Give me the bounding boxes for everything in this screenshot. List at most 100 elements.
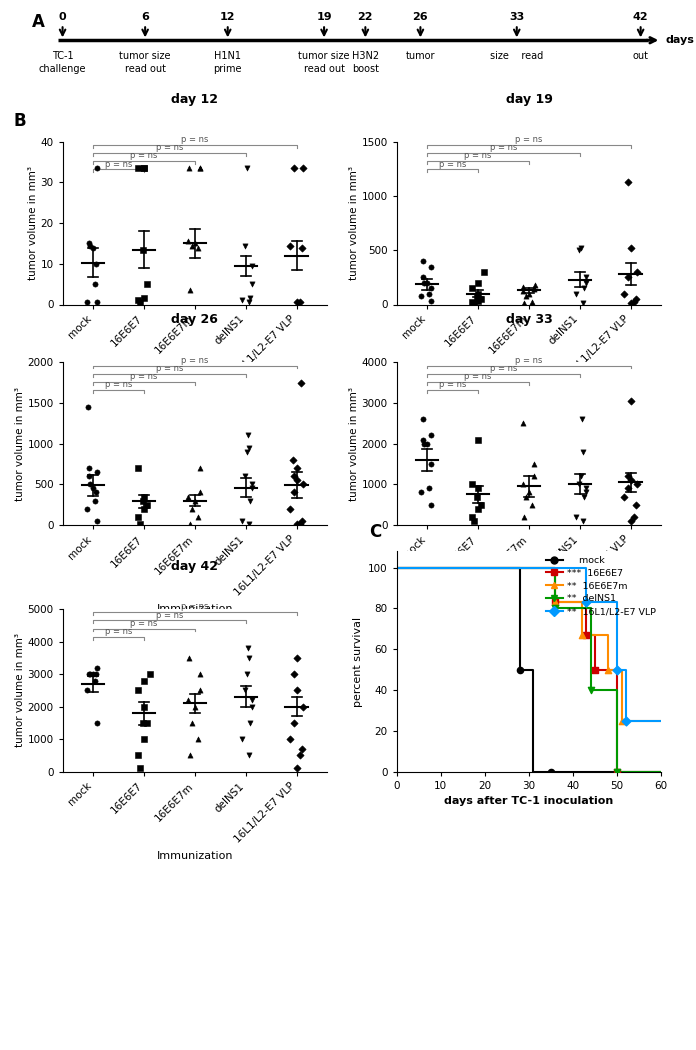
Point	[132, 292, 143, 309]
Text: p = ns: p = ns	[515, 356, 543, 364]
Point	[139, 488, 150, 505]
Point	[468, 295, 480, 312]
Text: p = ns: p = ns	[105, 380, 132, 390]
Point	[244, 294, 255, 311]
Text: H3N2
boost: H3N2 boost	[351, 51, 379, 74]
Y-axis label: tumor volume in mm³: tumor volume in mm³	[349, 386, 359, 501]
Point	[289, 484, 300, 501]
Point	[246, 257, 258, 274]
Point	[529, 467, 540, 484]
Point	[296, 512, 307, 529]
Point	[297, 160, 308, 176]
Point	[193, 508, 204, 525]
Point	[612, 662, 623, 678]
Point	[546, 763, 557, 780]
Point	[190, 492, 201, 509]
Point	[297, 476, 308, 492]
Point	[623, 269, 634, 286]
Point	[291, 682, 302, 699]
Point	[91, 512, 102, 529]
Text: p = ns: p = ns	[515, 135, 543, 144]
Point	[580, 274, 592, 291]
Point	[138, 501, 149, 518]
Point	[475, 291, 487, 308]
Point	[473, 480, 484, 497]
Text: p = ns: p = ns	[156, 610, 183, 620]
Point	[585, 681, 596, 698]
Point	[571, 286, 582, 302]
Point	[285, 731, 296, 748]
Text: TC-1
challenge: TC-1 challenge	[39, 51, 86, 74]
Point	[578, 295, 589, 312]
Point	[242, 666, 253, 683]
Point	[471, 288, 482, 304]
Point	[84, 666, 95, 683]
Point	[580, 594, 592, 611]
Legend:     mock, ***  16E6E7, **  16E6E7m, **  delNS1, **  16L1/L2-E7 VLP: mock, *** 16E6E7, ** 16E6E7m, ** delNS1,…	[546, 555, 656, 616]
Point	[631, 264, 642, 280]
Point	[81, 682, 93, 699]
Point	[132, 160, 143, 176]
Point	[423, 286, 434, 302]
Text: 33: 33	[509, 12, 524, 22]
Point	[471, 488, 482, 505]
Point	[616, 712, 627, 729]
Point	[418, 274, 429, 291]
Point	[91, 666, 102, 683]
Point	[289, 160, 300, 176]
Point	[91, 484, 102, 501]
Point	[137, 714, 148, 731]
Text: p = ns: p = ns	[181, 135, 209, 144]
Point	[246, 480, 258, 497]
Point	[529, 280, 540, 297]
Point	[84, 467, 95, 484]
Point	[468, 512, 480, 529]
Point	[529, 281, 540, 298]
Point	[576, 467, 587, 484]
Point	[612, 763, 623, 780]
Point	[571, 508, 582, 525]
Point	[580, 480, 592, 497]
Point	[138, 731, 149, 748]
Point	[137, 492, 148, 509]
Point	[623, 173, 634, 190]
Text: out: out	[633, 51, 649, 61]
Text: p = ns: p = ns	[130, 151, 158, 161]
X-axis label: Immunization: Immunization	[157, 383, 233, 394]
Text: p = ns: p = ns	[490, 143, 517, 152]
Point	[84, 460, 95, 477]
Point	[425, 497, 436, 513]
Point	[625, 295, 636, 312]
Point	[244, 290, 255, 307]
Point	[619, 488, 630, 505]
Point	[242, 160, 253, 176]
Point	[466, 280, 477, 297]
Title: day 26: day 26	[171, 313, 219, 327]
Text: tumor size
read out: tumor size read out	[120, 51, 171, 74]
Text: size    read: size read	[490, 51, 544, 61]
Point	[291, 760, 302, 777]
Point	[132, 748, 143, 764]
Point	[473, 432, 484, 448]
Point	[578, 512, 589, 529]
Point	[550, 600, 561, 616]
Point	[132, 682, 143, 699]
Point	[527, 294, 538, 311]
Point	[183, 692, 194, 709]
Point	[524, 484, 535, 501]
Text: B: B	[14, 112, 26, 130]
Point	[473, 274, 484, 291]
Point	[183, 649, 194, 666]
Point	[244, 714, 255, 731]
Point	[466, 476, 477, 492]
Point	[183, 233, 194, 250]
Point	[416, 288, 427, 304]
Point	[292, 649, 303, 666]
Point	[183, 488, 194, 505]
Point	[82, 399, 93, 416]
Point	[141, 497, 152, 513]
Point	[239, 237, 251, 254]
Point	[141, 276, 152, 293]
Text: p = ns: p = ns	[490, 363, 517, 373]
Text: p = ns: p = ns	[156, 143, 183, 152]
